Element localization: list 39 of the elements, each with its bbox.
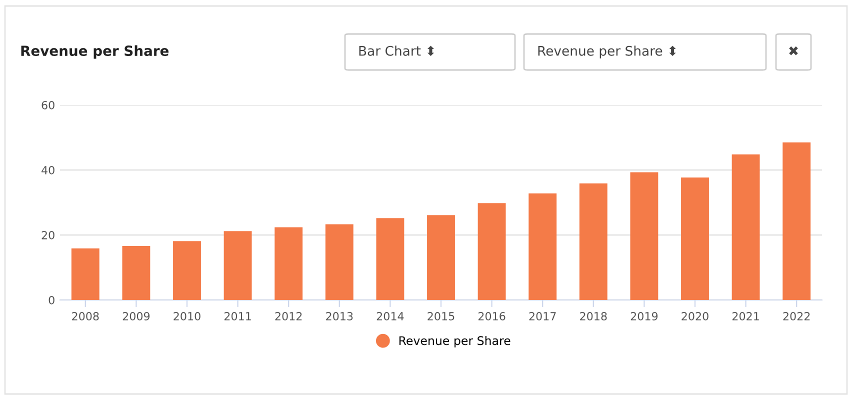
- x-tick-label: 2017: [529, 312, 556, 320]
- bar: [681, 177, 709, 300]
- bar: [782, 142, 811, 300]
- bar: [427, 215, 455, 300]
- bar: [224, 231, 252, 300]
- x-tick-label: 2016: [478, 312, 506, 320]
- bar: [478, 203, 506, 300]
- bar: [71, 248, 100, 300]
- x-tick-label: 2022: [783, 312, 810, 320]
- x-tick-label: 2019: [630, 312, 658, 320]
- bar: [173, 241, 201, 300]
- x-tick-label: 2010: [174, 312, 200, 320]
- bar: [630, 172, 658, 300]
- bar: [528, 193, 557, 300]
- text: Bar Chart ⬍: [359, 46, 434, 56]
- bar: [122, 246, 150, 300]
- text: ✖: [789, 46, 798, 56]
- legend-label: Revenue per Share: [399, 336, 510, 348]
- y-tick-label: 40: [42, 166, 54, 174]
- bar: [732, 154, 760, 300]
- x-tick-label: 2020: [682, 312, 708, 320]
- y-tick-label: 60: [42, 100, 54, 110]
- y-tick-label: 20: [42, 230, 54, 240]
- x-tick-label: 2021: [732, 312, 759, 320]
- x-tick-label: 2013: [326, 312, 353, 320]
- bar: [579, 183, 608, 300]
- x-tick-label: 2009: [122, 312, 150, 320]
- x-tick-label: 2008: [72, 312, 99, 320]
- y-tick-label: 0: [48, 296, 54, 304]
- text: Revenue per Share ⬍: [538, 46, 676, 58]
- bar: [274, 227, 303, 300]
- bar: [325, 224, 354, 300]
- x-tick-label: 2014: [376, 312, 404, 320]
- x-tick-label: 2018: [580, 312, 607, 320]
- chart-title: Revenue per Share: [21, 45, 169, 59]
- x-tick-label: 2011: [224, 312, 251, 320]
- bar: [376, 218, 404, 300]
- x-tick-label: 2015: [428, 312, 454, 320]
- x-tick-label: 2012: [275, 312, 302, 320]
